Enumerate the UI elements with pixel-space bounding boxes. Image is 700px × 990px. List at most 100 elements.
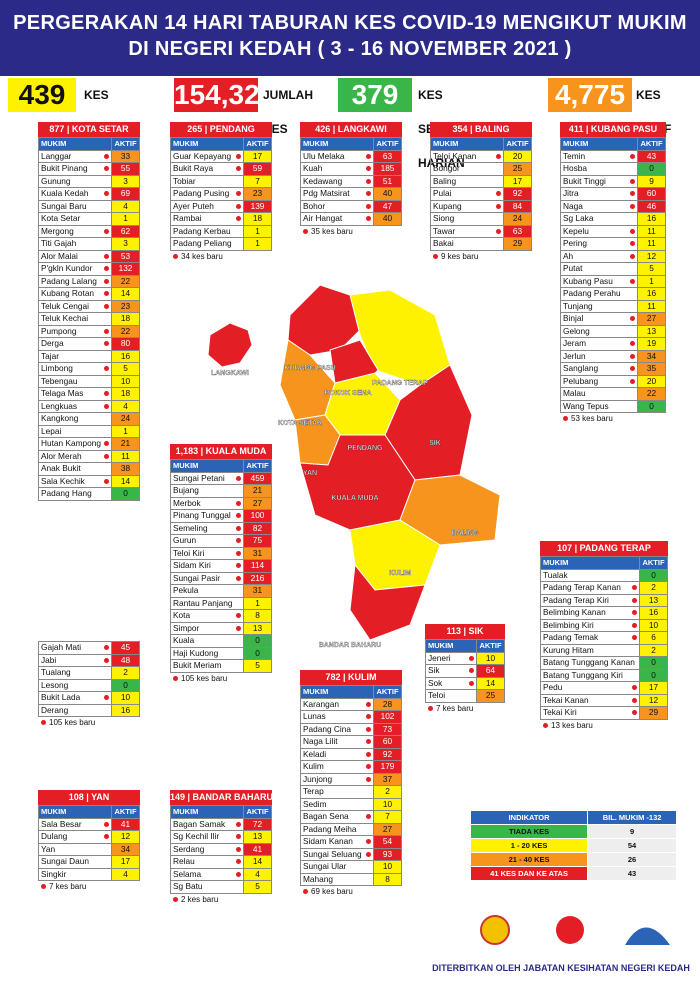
new-cases-text: 2 kes baru [181, 894, 219, 904]
table-row: Pinang Tunggal 100 [170, 509, 272, 523]
new-case-dot-icon [632, 610, 637, 615]
table-row: Guar Kepayang 17 [170, 149, 272, 163]
mukim-name: Langgar [38, 149, 112, 163]
mukim-label: Padang Kerbau [173, 225, 231, 236]
table-row: Tajar 16 [38, 349, 140, 363]
mukim-name: Bukit Meriam [170, 659, 244, 673]
mukim-name: Teluk Kechai [38, 312, 112, 326]
mukim-name: Kuah [300, 162, 374, 176]
legend-label: 1 - 20 KES [469, 838, 589, 853]
mukim-name: Bukit Lada [38, 691, 112, 705]
active-cases: 92 [373, 747, 402, 761]
active-cases: 17 [503, 174, 532, 188]
active-cases: 1 [243, 237, 272, 251]
new-cases-text: 9 kes baru [441, 251, 479, 261]
mukim-label: Sanglang [563, 363, 599, 373]
active-cases: 185 [373, 162, 402, 176]
col-header-mukim: MUKIM [38, 805, 112, 819]
new-case-dot-icon [366, 216, 371, 221]
active-cases: 8 [373, 872, 402, 886]
table-row: Sidam Kanan 54 [300, 835, 402, 849]
mukim-name: Kuala Kedah [38, 187, 112, 201]
mukim-label: Simpor [173, 622, 200, 633]
mukim-label: Teluk Kechai [41, 313, 89, 323]
active-cases: 20 [637, 374, 666, 388]
mukim-name: Padang Peliang [170, 237, 244, 251]
table-row: Pelubang 20 [560, 374, 666, 388]
table-row: Tobiar 7 [170, 174, 272, 188]
new-cases-note: 13 kes baru [540, 720, 668, 732]
active-cases: 16 [637, 287, 666, 301]
mukim-name: Anak Bukit [38, 462, 112, 476]
new-cases-note: 7 kes baru [425, 703, 505, 715]
table-row: Sungai Seluang 93 [300, 847, 402, 861]
new-case-dot-icon [236, 203, 241, 209]
legend-value: 26 [587, 852, 677, 867]
mukim-name: Air Hangat [300, 212, 374, 226]
table-row: Lunas 102 [300, 710, 402, 724]
mukim-name: Padang Perahu [560, 287, 638, 301]
mukim-label: Rambai [173, 213, 202, 223]
new-case-dot-icon [104, 453, 109, 459]
mukim-name: Sanglang [560, 362, 638, 376]
new-case-dot-icon [630, 316, 635, 321]
mukim-label: Siong [433, 213, 455, 223]
mukim-label: Temin [563, 150, 586, 161]
map-label: BALING [452, 530, 479, 537]
table-row: Pulai 92 [430, 187, 532, 201]
new-cases-note: 34 kes baru [170, 251, 272, 263]
mukim-label: Wang Tepus [563, 400, 609, 411]
active-cases: 53 [111, 249, 140, 263]
mukim-label: Kuah [303, 163, 323, 173]
mukim-label: Bagan Sena [303, 811, 349, 821]
mukim-label: Bukit Pinang [41, 163, 88, 173]
table-row: Anak Bukit 38 [38, 462, 140, 476]
new-case-dot-icon [433, 253, 438, 259]
mukim-name: Jerlun [560, 349, 638, 363]
active-cases: 19 [637, 337, 666, 351]
legend-header-count: BIL. MUKIM -132 [587, 810, 677, 825]
active-cases: 13 [637, 324, 666, 338]
active-cases: 62 [111, 224, 140, 238]
table-row: Gelong 13 [560, 324, 666, 338]
active-cases: 4 [243, 867, 272, 881]
mukim-label: Kedawang [303, 175, 343, 186]
col-header-aktif: AKTIF [476, 639, 505, 653]
mukim-label: Kupang [433, 200, 462, 211]
col-header-mukim: MUKIM [430, 137, 504, 151]
active-cases: 1 [111, 212, 140, 226]
mukim-name: Pekula [170, 584, 244, 598]
new-case-dot-icon [632, 635, 637, 640]
active-cases: 63 [373, 149, 402, 163]
active-cases: 48 [111, 653, 140, 667]
new-case-dot-icon [104, 328, 109, 334]
new-case-dot-icon [366, 839, 371, 844]
table-row: Air Hangat 40 [300, 212, 402, 226]
mukim-label: Sungai Pasir [173, 572, 221, 583]
mukim-label: Sg Kechil Ilir [173, 831, 220, 841]
active-cases: 100 [243, 509, 272, 523]
logos [480, 915, 670, 945]
active-cases: 35 [637, 362, 666, 376]
new-case-dot-icon [630, 378, 635, 384]
mukim-label: Sala Kechik [41, 475, 85, 486]
mukim-label: Telaga Mas [41, 388, 84, 398]
stat-label: KES AKTIF [636, 88, 671, 136]
mukim-name: Pdg Matsirat [300, 187, 374, 201]
table-row: Rambai 18 [170, 212, 272, 226]
new-cases-text: 69 kes baru [311, 887, 353, 896]
active-cases: 5 [637, 262, 666, 276]
table-row: Tekai Kanan 12 [540, 693, 668, 707]
mukim-label: Bukit Lada [41, 692, 81, 702]
new-case-dot-icon [496, 191, 501, 196]
mukim-label: Kurung Hitam [543, 644, 594, 655]
table-row: Sik 64 [425, 664, 505, 678]
active-cases: 75 [243, 534, 272, 548]
new-cases-text: 7 kes baru [436, 703, 474, 713]
mukim-name: Padang Meiha [300, 822, 374, 836]
active-cases: 0 [639, 568, 668, 582]
mukim-name: Singkir [38, 867, 112, 881]
mukim-label: Kubang Pasu [563, 275, 613, 286]
active-cases: 34 [637, 349, 666, 363]
table-row: Mahang 8 [300, 872, 402, 886]
